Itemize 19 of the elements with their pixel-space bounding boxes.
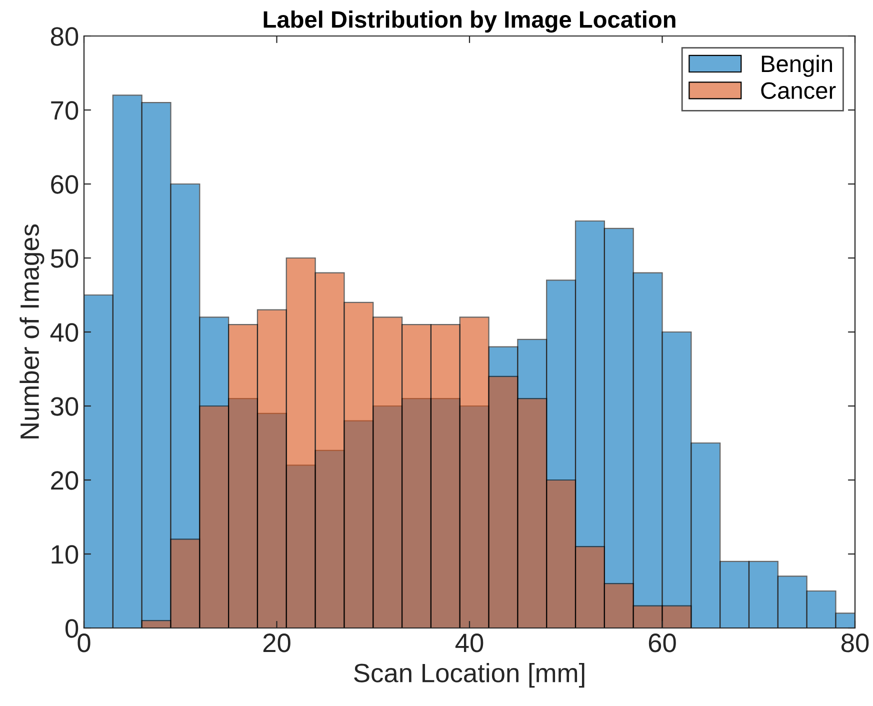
- x-axis-title: Scan Location [mm]: [354, 663, 584, 688]
- chart-title: Label Distribution by Image Location: [264, 10, 676, 33]
- x-tick-label: 0: [78, 634, 90, 652]
- y-axis-title: Number of Images: [20, 224, 44, 438]
- y-tick-label: 70: [51, 101, 78, 120]
- y-tick-label: 60: [51, 175, 78, 194]
- x-tick-label: 80: [841, 634, 869, 652]
- x-tick-label: 60: [648, 634, 676, 652]
- y-tick-label: 30: [50, 397, 78, 416]
- y-tick-label: 0: [65, 619, 78, 638]
- y-tick-label: 20: [51, 471, 78, 490]
- y-tick-label: 10: [52, 545, 78, 564]
- legend-label: Cancer: [761, 82, 836, 99]
- legend-label: Bengin: [762, 54, 832, 77]
- y-tick-label: 50: [50, 249, 78, 268]
- x-tick-label: 40: [455, 634, 484, 652]
- y-tick-label: 40: [50, 323, 78, 342]
- y-tick-label: 80: [50, 27, 78, 46]
- x-tick-label: 20: [263, 634, 290, 652]
